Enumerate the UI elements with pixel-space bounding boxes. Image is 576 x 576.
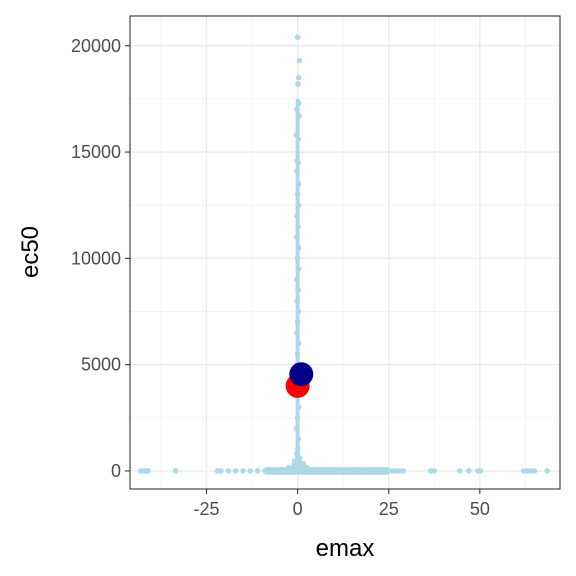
data-point: [294, 298, 301, 304]
data-point: [400, 468, 407, 474]
highlight-points: [285, 362, 314, 398]
data-point: [294, 255, 301, 262]
data-point: [295, 181, 302, 187]
data-point: [466, 468, 472, 474]
y-tick-label: 20000: [71, 36, 121, 56]
data-point: [294, 329, 300, 336]
data-point: [294, 319, 301, 325]
data-point: [145, 468, 152, 474]
y-axis-title: ec50: [17, 226, 44, 278]
data-point: [295, 74, 302, 81]
x-tick-label: 0: [293, 499, 303, 519]
data-point: [295, 287, 301, 294]
data-point: [294, 351, 301, 357]
x-tick-label: -25: [194, 499, 220, 519]
data-point: [285, 464, 292, 471]
data-point: [294, 446, 301, 453]
y-tick-label: 15000: [71, 142, 121, 162]
data-point: [294, 451, 300, 457]
data-point: [295, 159, 301, 166]
x-tick-label: 25: [379, 499, 399, 519]
data-point: [294, 414, 301, 421]
y-axis: 0 5000 10000 15000 20000: [71, 36, 130, 481]
data-point: [456, 468, 463, 474]
data-point: [293, 234, 300, 240]
data-point: [294, 106, 300, 113]
plot-panel: [130, 16, 560, 489]
data-point: [296, 113, 302, 119]
data-point: [477, 468, 484, 474]
data-point: [293, 425, 300, 432]
y-tick-label: 10000: [71, 248, 121, 268]
data-point: [295, 223, 301, 230]
data-point: [218, 468, 224, 474]
highlight-point: [289, 362, 314, 387]
data-point: [294, 168, 300, 174]
dense-vertical-band: [295, 98, 300, 471]
data-point: [300, 460, 307, 467]
data-point: [254, 468, 261, 474]
data-point: [295, 457, 302, 464]
x-axis: -25 0 25 50: [194, 489, 490, 519]
data-point: [295, 266, 302, 272]
data-point: [295, 404, 302, 410]
data-point: [294, 191, 301, 198]
data-point: [293, 132, 300, 138]
data-point: [295, 340, 302, 347]
data-point: [295, 100, 302, 106]
data-point: [232, 468, 239, 474]
data-point: [294, 213, 300, 219]
x-tick-label: 50: [470, 499, 490, 519]
data-point: [294, 276, 300, 283]
data-point: [294, 34, 301, 41]
data-point: [172, 468, 179, 474]
y-tick-label: 0: [111, 461, 121, 481]
data-point: [303, 464, 310, 471]
data-points: [138, 34, 551, 474]
data-point: [240, 468, 246, 474]
x-axis-title: emax: [316, 535, 375, 562]
data-point: [295, 436, 302, 442]
data-point: [295, 308, 302, 315]
grid-minor: [130, 16, 560, 489]
data-point: [295, 136, 302, 143]
data-point: [544, 468, 551, 474]
data-point: [225, 468, 232, 474]
data-point: [531, 468, 538, 474]
data-point: [247, 468, 254, 474]
data-point: [295, 202, 302, 208]
plot-border: [129, 15, 561, 490]
data-point: [296, 57, 303, 64]
data-point: [295, 81, 301, 87]
data-point: [431, 468, 438, 474]
data-point: [295, 244, 302, 251]
y-tick-label: 5000: [81, 355, 121, 375]
